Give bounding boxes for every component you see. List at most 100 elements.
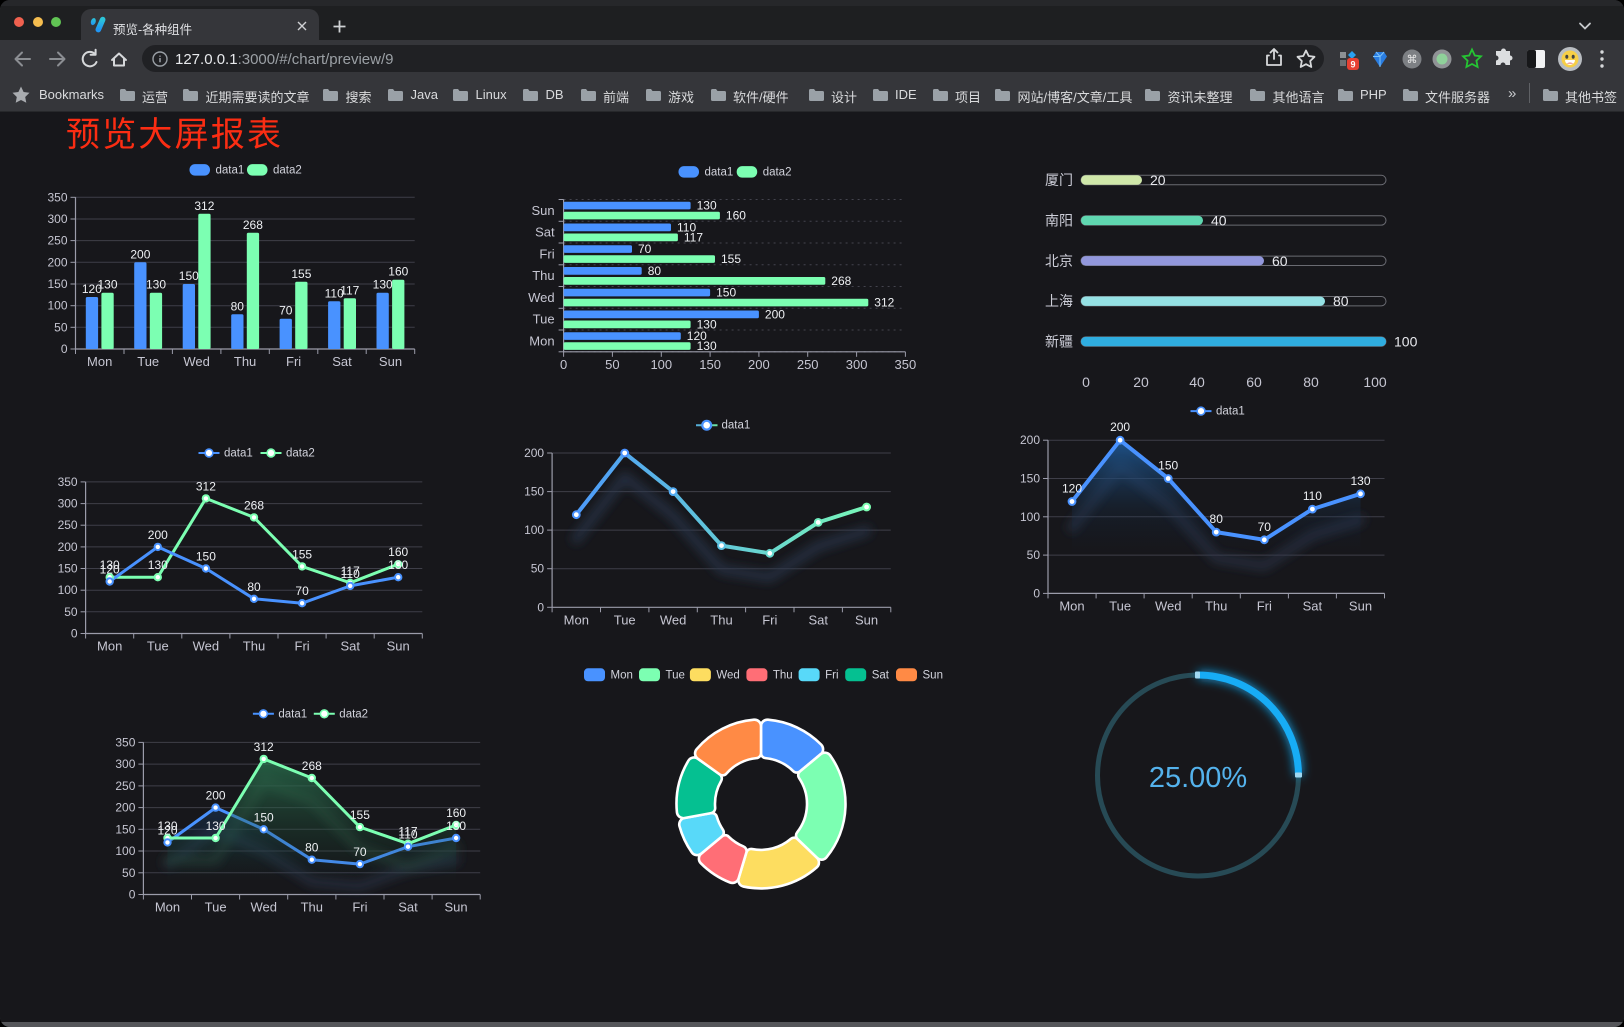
svg-text:data1: data1 [1216,406,1245,418]
svg-text:Sun: Sun [445,900,468,915]
svg-text:130: 130 [697,199,717,213]
svg-text:0: 0 [71,627,78,641]
svg-text:0: 0 [560,357,567,372]
svg-text:data1: data1 [216,164,245,176]
svg-text:Sat: Sat [1303,598,1323,613]
svg-text:200: 200 [47,255,67,269]
svg-text:130: 130 [373,278,393,292]
svg-text:data2: data2 [763,166,792,178]
svg-text:130: 130 [146,278,166,292]
svg-text:200: 200 [148,528,168,542]
svg-text:data1: data1 [722,420,751,432]
svg-text:Wed: Wed [1155,598,1182,613]
svg-text:100: 100 [1363,374,1387,390]
svg-text:Fri: Fri [352,900,367,915]
svg-text:130: 130 [206,819,226,833]
svg-text:100: 100 [650,357,672,372]
svg-text:Wed: Wed [528,290,555,305]
svg-text:110: 110 [325,286,344,300]
svg-text:130: 130 [97,278,117,292]
svg-text:70: 70 [353,845,367,859]
svg-text:150: 150 [47,277,67,291]
svg-text:60: 60 [1272,253,1288,269]
svg-text:0: 0 [1033,586,1040,600]
svg-text:250: 250 [58,518,78,532]
svg-text:120: 120 [687,329,707,343]
svg-text:200: 200 [748,357,770,372]
svg-text:Sun: Sun [379,354,402,369]
svg-text:80: 80 [247,580,261,594]
svg-text:Mon: Mon [611,669,633,681]
svg-text:Thu: Thu [234,354,256,369]
svg-text:150: 150 [179,269,199,283]
svg-text:160: 160 [388,265,408,279]
svg-text:Sun: Sun [923,669,943,681]
svg-text:100: 100 [1020,510,1040,524]
svg-text:25.00%: 25.00% [1149,762,1247,794]
svg-text:268: 268 [302,759,322,773]
svg-text:150: 150 [115,822,135,836]
svg-text:60: 60 [1246,374,1262,390]
svg-text:70: 70 [295,584,309,598]
svg-text:300: 300 [846,357,868,372]
svg-text:120: 120 [1062,482,1082,496]
svg-text:70: 70 [638,242,652,256]
svg-text:Tue: Tue [205,900,227,915]
svg-text:100: 100 [58,583,78,597]
svg-text:50: 50 [64,605,78,619]
svg-text:Fri: Fri [1257,598,1272,613]
svg-text:110: 110 [1303,489,1322,503]
svg-text:130: 130 [157,819,177,833]
svg-text:厦门: 厦门 [1045,172,1073,188]
svg-text:300: 300 [58,497,78,511]
svg-text:312: 312 [254,740,274,754]
svg-text:70: 70 [279,304,293,318]
svg-text:200: 200 [58,540,78,554]
svg-text:Fri: Fri [825,669,838,681]
svg-text:9: 9 [1350,60,1355,70]
svg-text:117: 117 [341,564,360,578]
svg-text:150: 150 [1020,472,1040,486]
svg-text:北京: 北京 [1045,253,1073,269]
svg-text:data1: data1 [224,448,253,460]
svg-text:120: 120 [82,282,102,296]
svg-text:50: 50 [605,357,619,372]
svg-text:312: 312 [874,296,894,310]
svg-text:150: 150 [196,550,216,564]
svg-text:130: 130 [697,339,717,353]
svg-text:20: 20 [1133,374,1149,390]
svg-text:50: 50 [54,320,68,334]
svg-text:117: 117 [684,230,703,244]
svg-text:Wed: Wed [183,354,210,369]
svg-text:155: 155 [721,252,741,266]
svg-text:80: 80 [231,299,245,313]
svg-text:160: 160 [388,545,408,559]
svg-text:312: 312 [196,479,216,493]
svg-text:0: 0 [537,600,544,614]
svg-text:110: 110 [341,567,360,581]
svg-text:40: 40 [1211,212,1227,228]
svg-text:250: 250 [47,234,67,248]
svg-text:上海: 上海 [1045,293,1073,309]
svg-text:Sat: Sat [332,354,352,369]
svg-text:150: 150 [716,286,736,300]
svg-text:160: 160 [446,806,466,820]
svg-text:150: 150 [1158,459,1178,473]
svg-text:150: 150 [58,562,78,576]
svg-text:117: 117 [398,825,417,839]
svg-text:120: 120 [157,823,177,837]
svg-text:155: 155 [350,808,370,822]
svg-text:Mon: Mon [1059,598,1084,613]
svg-text:Wed: Wed [716,669,739,681]
svg-text:南阳: 南阳 [1045,212,1073,228]
svg-text:Thu: Thu [243,639,265,654]
svg-text:40: 40 [1189,374,1205,390]
svg-text:350: 350 [47,190,67,204]
svg-text:0: 0 [129,888,136,902]
svg-text:Sat: Sat [872,669,890,681]
svg-text:Mon: Mon [529,333,554,348]
svg-text:100: 100 [524,523,544,537]
svg-text:Wed: Wed [660,612,687,627]
svg-text:150: 150 [254,810,274,824]
svg-text:130: 130 [388,558,408,572]
